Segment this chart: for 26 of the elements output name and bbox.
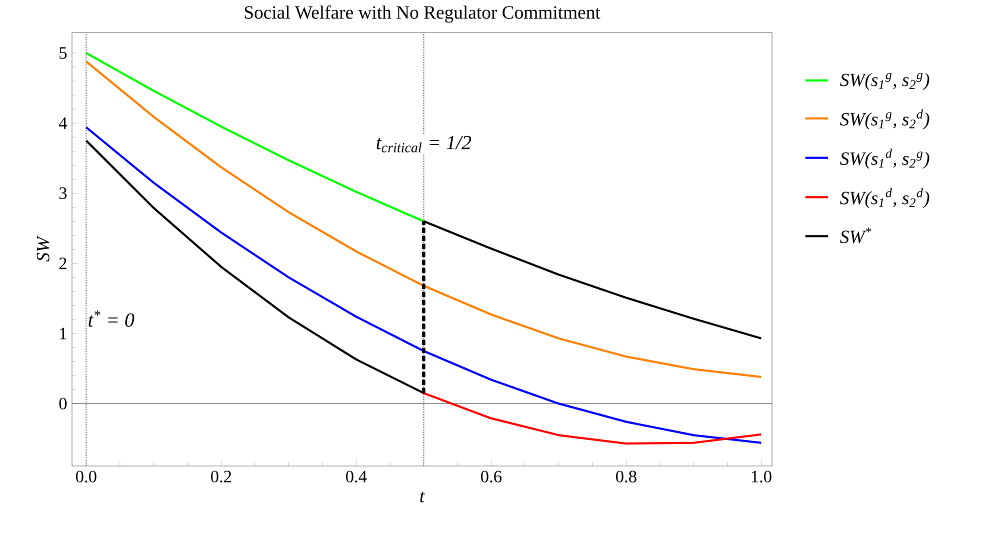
- line-series: [85, 126, 762, 444]
- line-series: [85, 52, 425, 222]
- x-axis-title: t: [420, 492, 425, 502]
- chart-title: Social Welfare with No Regulator Commitment: [244, 5, 600, 23]
- legend-label: SW(s$_{1}$$^{g}$, s$_{2}$$^{g}$): [840, 72, 930, 90]
- legend-label: SW(s$_{1}$$^{d}$, s$_{2}$$^{g}$): [840, 148, 930, 169]
- y-tick-label: 1: [60, 328, 66, 340]
- ref-line-label: t$_{critical}$ = 1/2: [376, 136, 472, 152]
- y-tick-label: 3: [59, 187, 67, 200]
- legend-label: SW(s$_{1}$$^{d}$, s$_{2}$$^{d}$): [840, 188, 930, 208]
- legend-label: SW$^{*}$: [840, 227, 872, 244]
- y-axis-title: SW: [36, 235, 50, 262]
- x-tick-label: 0.6: [481, 470, 502, 482]
- ref-line-label: t$^{*}$ = 0: [88, 310, 134, 327]
- y-tick-label: 0: [59, 398, 67, 410]
- y-tick-label: 4: [58, 117, 68, 129]
- line-series: [85, 60, 762, 378]
- x-tick-label: 0.0: [76, 470, 96, 482]
- x-tick-label: 0.4: [346, 470, 367, 482]
- y-tick-label: 5: [60, 47, 67, 59]
- line-series: [422, 392, 762, 445]
- y-tick-label: 2: [59, 258, 66, 270]
- x-tick-label: 0.8: [616, 470, 636, 482]
- legend-label: SW(s$_{1}$$^{g}$, s$_{2}$$^{d}$): [840, 109, 930, 130]
- x-tick-label: 0.2: [211, 470, 232, 482]
- x-tick-label: 1.0: [752, 470, 772, 482]
